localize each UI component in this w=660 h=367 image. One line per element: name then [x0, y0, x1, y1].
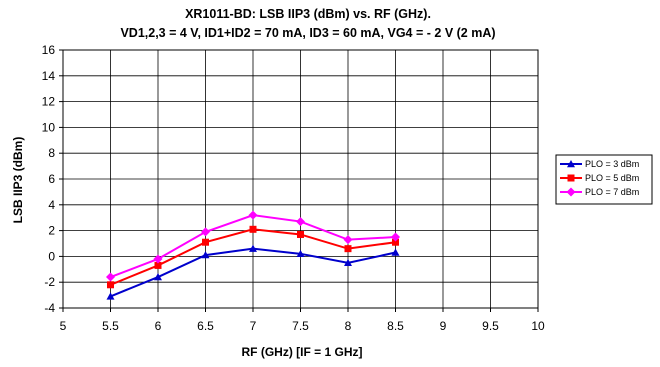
x-tick-label: 9.5: [482, 319, 499, 333]
x-tick-label: 7: [250, 319, 257, 333]
legend-entry: PLO = 7 dBm: [560, 187, 639, 197]
x-tick-label: 9: [440, 319, 447, 333]
y-axis-title: LSB IIP3 (dBm): [11, 137, 25, 224]
chart-title: XR1011-BD: LSB IIP3 (dBm) vs. RF (GHz).: [185, 7, 431, 21]
x-tick-label: 6.5: [197, 319, 214, 333]
legend: PLO = 3 dBm PLO = 5 dBm PLO = 7 dBm: [555, 154, 653, 205]
x-tick-label: 8.5: [387, 319, 404, 333]
series-3: [106, 210, 400, 282]
data-point: [107, 281, 114, 289]
data-point: [106, 292, 115, 300]
data-point: [201, 251, 210, 259]
y-tick-label: 16: [42, 43, 56, 57]
data-point: [391, 232, 400, 242]
y-tick-label: -2: [44, 275, 55, 289]
x-tick-label: 10: [531, 319, 545, 333]
data-point: [296, 249, 305, 258]
data-point: [202, 238, 209, 246]
data-point: [154, 261, 162, 269]
legend-marker: [566, 187, 576, 197]
data-point: [296, 217, 305, 227]
x-axis-title: RF (GHz) [IF = 1 GHz]: [242, 345, 363, 359]
y-tick-label: 14: [42, 69, 56, 83]
data-point: [249, 244, 257, 252]
chart-subtitle: VD1,2,3 = 4 V, ID1+ID2 = 70 mA, ID3 = 60…: [120, 26, 495, 40]
data-point: [344, 258, 352, 267]
y-tick-label: 12: [42, 95, 56, 109]
y-tick-label: 0: [48, 249, 55, 263]
legend-marker: [567, 160, 575, 168]
data-point: [392, 238, 399, 246]
legend-marker: [567, 174, 575, 182]
series-1: [106, 244, 400, 300]
legend-entry: PLO = 5 dBm: [560, 173, 639, 183]
y-tick-label: 8: [48, 146, 55, 160]
data-point: [154, 273, 162, 281]
y-axis-ticks: -4 -2 0 2 4 6 8 10 12 14 16: [42, 43, 63, 315]
x-tick-label: 5: [60, 319, 67, 333]
series-layer: [106, 210, 400, 300]
y-tick-label: 4: [48, 198, 55, 212]
x-axis-ticks: 5 5.5 6 6.5 7 7.5 8 8.5 9 9.5 10: [60, 308, 545, 333]
x-tick-label: 8: [345, 319, 352, 333]
legend-label: PLO = 5 dBm: [585, 173, 639, 183]
legend-entry: PLO = 3 dBm: [560, 159, 639, 169]
data-point: [249, 225, 257, 233]
x-tick-label: 5.5: [102, 319, 119, 333]
y-tick-label: 2: [48, 224, 55, 238]
legend-label: PLO = 3 dBm: [585, 159, 639, 169]
y-tick-label: -4: [44, 301, 55, 315]
y-tick-label: 6: [48, 172, 55, 186]
data-point: [391, 248, 400, 256]
legend-label: PLO = 7 dBm: [585, 187, 639, 197]
data-point: [297, 230, 304, 238]
y-tick-label: 10: [42, 120, 56, 134]
data-point: [201, 227, 210, 237]
data-point: [344, 245, 352, 253]
x-tick-label: 7.5: [292, 319, 309, 333]
data-point: [106, 272, 115, 282]
x-tick-label: 6: [155, 319, 162, 333]
data-point: [248, 210, 258, 220]
data-point: [343, 235, 353, 245]
data-point: [153, 254, 163, 264]
series-2: [107, 225, 399, 289]
